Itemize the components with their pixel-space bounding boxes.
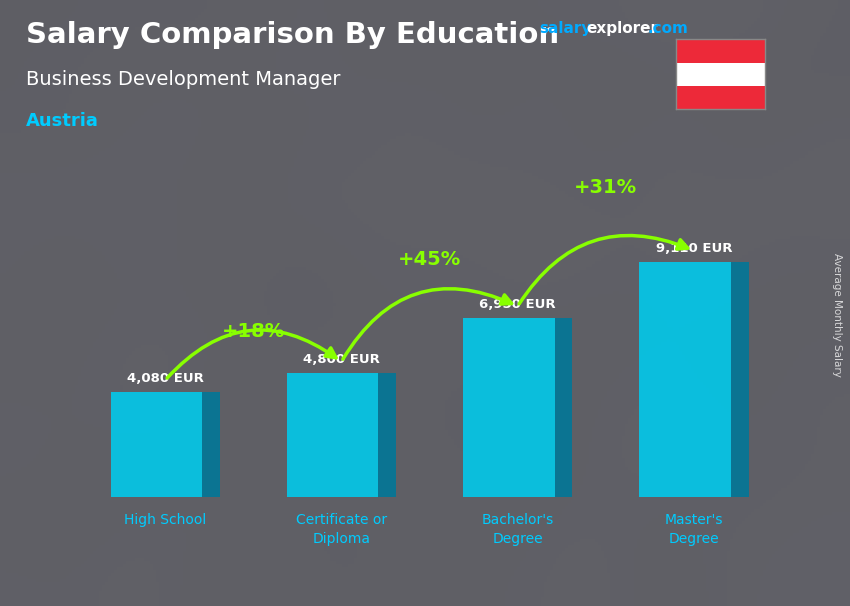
Bar	[286, 373, 378, 497]
Text: +18%: +18%	[222, 322, 285, 341]
Bar	[676, 62, 765, 86]
Text: Business Development Manager: Business Development Manager	[26, 70, 340, 88]
Bar	[676, 39, 765, 62]
Text: salary: salary	[540, 21, 592, 36]
Text: Average Monthly Salary: Average Monthly Salary	[832, 253, 842, 377]
Text: Salary Comparison By Education: Salary Comparison By Education	[26, 21, 558, 49]
Bar	[639, 262, 731, 497]
Text: +45%: +45%	[398, 250, 462, 269]
Bar	[110, 392, 202, 497]
Text: Austria: Austria	[26, 112, 99, 130]
Bar	[676, 86, 765, 109]
Text: .com: .com	[648, 21, 689, 36]
Text: explorer: explorer	[586, 21, 659, 36]
Text: Master's
Degree: Master's Degree	[665, 513, 723, 546]
Bar	[463, 318, 555, 497]
Text: 9,110 EUR: 9,110 EUR	[655, 242, 732, 255]
Text: 4,080 EUR: 4,080 EUR	[127, 372, 204, 385]
Text: Certificate or
Diploma: Certificate or Diploma	[296, 513, 387, 546]
Text: Bachelor's
Degree: Bachelor's Degree	[482, 513, 554, 546]
Polygon shape	[202, 392, 220, 497]
Text: +31%: +31%	[575, 178, 638, 197]
Polygon shape	[378, 373, 396, 497]
Text: 6,950 EUR: 6,950 EUR	[479, 298, 556, 311]
Text: 4,800 EUR: 4,800 EUR	[303, 353, 380, 366]
Polygon shape	[731, 262, 749, 497]
Polygon shape	[555, 318, 572, 497]
Text: High School: High School	[124, 513, 207, 527]
